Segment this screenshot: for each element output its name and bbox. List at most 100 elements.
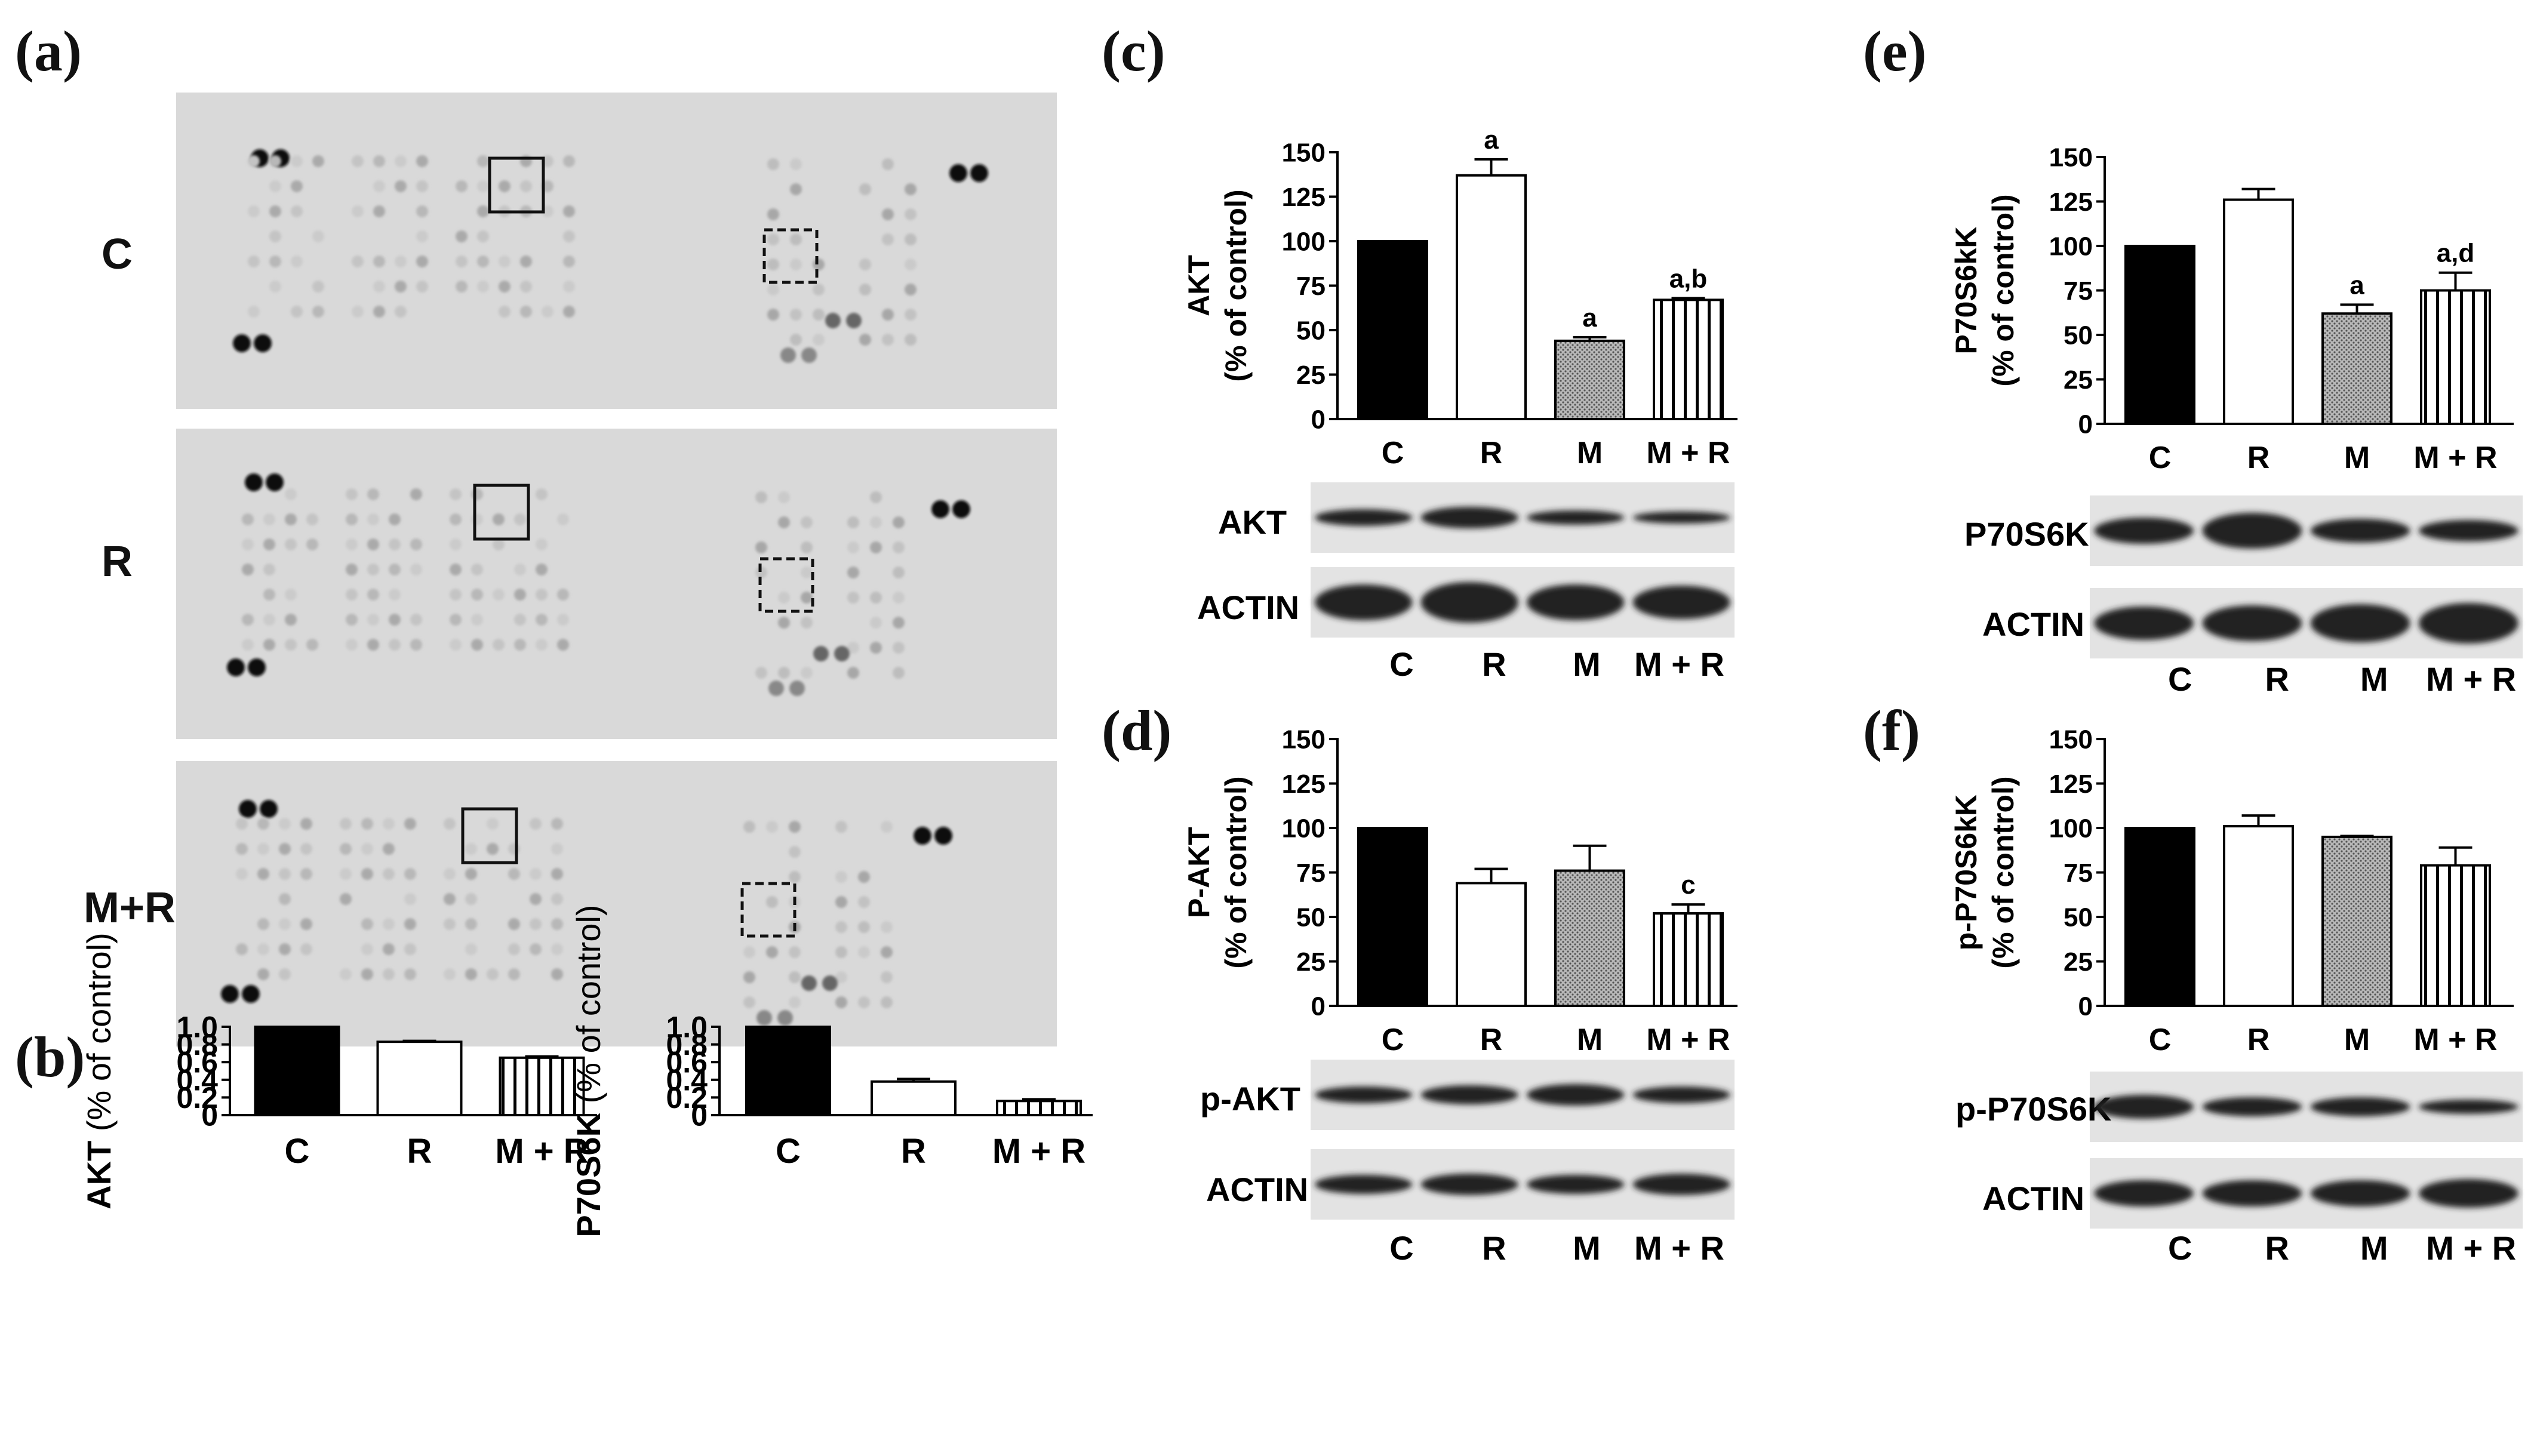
array-spot <box>881 946 893 958</box>
array-spot <box>263 513 275 525</box>
blot-band <box>1421 1174 1518 1195</box>
array-spot <box>767 284 779 295</box>
array-spot <box>834 646 850 661</box>
array-spot <box>306 538 318 550</box>
array-spot <box>767 233 779 245</box>
array-spot <box>514 589 526 601</box>
array-spot <box>450 538 462 550</box>
y-axis-label: P70S6K (% of control) <box>570 904 607 1237</box>
array-spot <box>312 230 324 242</box>
array-spot <box>227 658 245 676</box>
array-spot <box>493 639 505 651</box>
array-spot <box>346 639 358 651</box>
array-spot <box>416 155 428 167</box>
array-spot <box>410 639 422 651</box>
blot-bands <box>1315 582 1730 623</box>
y-tick-label: 0 <box>1311 405 1326 434</box>
array-spot <box>383 843 395 855</box>
array-spot <box>242 538 254 550</box>
y-tick-label: 100 <box>1282 814 1326 843</box>
array-spot <box>520 180 532 192</box>
blot-band <box>2419 520 2518 541</box>
array-spot <box>456 256 468 267</box>
array-spot <box>367 589 379 601</box>
array-spot <box>767 208 779 220</box>
array-spot <box>395 281 407 293</box>
array-spot <box>248 658 266 676</box>
array-spot <box>346 564 358 575</box>
array-spot <box>352 256 364 267</box>
array-spot <box>905 208 917 220</box>
significance-label: a,b <box>1669 264 1708 293</box>
array-spot <box>870 516 882 528</box>
array-spot <box>487 968 499 980</box>
array-spot <box>778 491 790 503</box>
bar <box>1457 176 1526 419</box>
array-spot <box>893 592 905 604</box>
array-spot <box>882 233 894 245</box>
array-highlight-box-dashed <box>760 559 813 611</box>
array-spot <box>789 996 801 1008</box>
array-spot <box>536 564 548 575</box>
blot-band <box>2203 1097 2302 1116</box>
array-spot <box>291 155 303 167</box>
array-spot <box>893 567 905 578</box>
array-spot <box>514 614 526 626</box>
array-spot <box>825 313 841 328</box>
array-spot <box>269 256 281 267</box>
array-spot <box>766 821 778 833</box>
array-spot <box>551 868 563 880</box>
array-spot <box>905 284 917 295</box>
array-spot <box>269 281 281 293</box>
array-spot <box>373 180 385 192</box>
array-spot <box>822 975 838 991</box>
array-spot <box>465 943 477 955</box>
array-spot <box>471 564 483 575</box>
x-tick-label: R <box>2247 1023 2270 1057</box>
array-spot <box>514 564 526 575</box>
blot-band <box>2311 1097 2410 1116</box>
array-spot <box>465 868 477 880</box>
x-tick-label: M + R <box>2413 1023 2497 1057</box>
array-spot <box>477 155 489 167</box>
array-spot <box>416 230 428 242</box>
array-spot <box>471 589 483 601</box>
array-spot <box>450 564 462 575</box>
array-spot <box>367 538 379 550</box>
array-spot <box>520 256 532 267</box>
x-tick-label: R <box>1480 436 1503 470</box>
array-spot <box>858 871 870 883</box>
array-spot <box>882 158 894 170</box>
bar <box>2224 200 2293 424</box>
array-spot <box>444 893 456 905</box>
x-tick-label: M <box>2344 441 2370 475</box>
array-spot <box>285 639 297 651</box>
array-spot <box>395 306 407 318</box>
array-spot <box>536 488 548 500</box>
array-spot <box>340 818 352 830</box>
array-spot <box>285 538 297 550</box>
significance-label: c <box>1681 870 1695 900</box>
array-spot <box>514 639 526 651</box>
array-spot <box>471 488 483 500</box>
array-spot <box>312 306 324 318</box>
array-spot <box>389 564 401 575</box>
array-spot <box>952 500 970 518</box>
array-spots <box>227 473 970 696</box>
x-tick-label: R <box>407 1132 432 1171</box>
blot-band <box>1315 1175 1412 1194</box>
array-spot <box>778 516 790 528</box>
array-spot <box>300 918 312 930</box>
array-spot <box>858 996 870 1008</box>
array-spot <box>404 868 416 880</box>
array-spot <box>245 473 263 491</box>
y-tick-label: 150 <box>1282 725 1326 754</box>
blot-band <box>1315 1086 1412 1103</box>
blot-band <box>2094 1180 2194 1206</box>
array-spot <box>248 306 260 318</box>
array-spot <box>835 821 847 833</box>
y-tick-label: 25 <box>2064 947 2093 977</box>
y-tick-label: 150 <box>2049 143 2093 172</box>
significance-label: a <box>1582 303 1597 333</box>
array-spot <box>361 818 373 830</box>
